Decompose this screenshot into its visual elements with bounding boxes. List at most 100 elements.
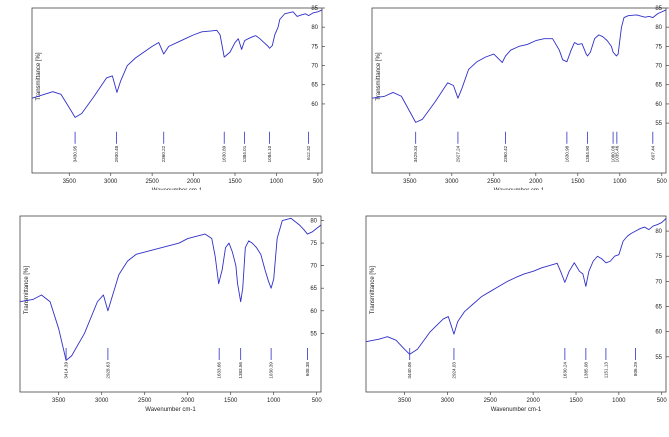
x-axis-label: Wavenumber cm-1 <box>145 407 196 413</box>
x-axis-label: Wavenumber cm-1 <box>494 188 545 190</box>
x-tick-label: 500 <box>313 179 324 185</box>
peak-label: 1084.10 <box>267 145 272 162</box>
ftir-chart-1: 3500 3000 2500 2000 1500 1000 500 60 65 70 75 80 85 W… <box>0 0 332 194</box>
plot-frame <box>365 215 667 393</box>
spectrum-line <box>31 9 323 118</box>
ftir-chart-4: 3500 3000 2500 2000 1500 1000 500 55 60 65 70 75 80 W… <box>334 210 669 432</box>
x-tick-label: 1000 <box>267 398 281 404</box>
plot-frame <box>371 7 667 174</box>
peak-label: 2360.22 <box>161 145 166 162</box>
spectrum-line <box>19 217 322 361</box>
y-tick-label: 60 <box>311 102 318 108</box>
x-tick-label: 3500 <box>403 179 417 185</box>
y-tick-label: 70 <box>310 264 317 270</box>
x-tick-label: 1500 <box>228 179 242 185</box>
x-tick-label: 500 <box>312 398 323 404</box>
y-tick-label: 55 <box>310 331 317 337</box>
peak-label: 607.44 <box>650 145 655 159</box>
x-tick-label: 1000 <box>270 179 284 185</box>
spectrum-line <box>371 9 667 123</box>
y-tick-label: 65 <box>655 83 662 89</box>
peak-label: 1384.90 <box>585 145 590 162</box>
peak-label: 3429.34 <box>413 145 418 162</box>
x-tick-label: 2500 <box>145 179 159 185</box>
y-tick-label: 70 <box>655 279 662 285</box>
y-tick-label: 55 <box>655 121 662 127</box>
y-tick-label: 70 <box>655 64 662 70</box>
x-tick-label: 2000 <box>187 179 201 185</box>
peak-label: 2930.48 <box>114 145 119 162</box>
peak-label: 1385.08 <box>583 362 588 379</box>
x-tick-label: 2500 <box>484 398 498 404</box>
x-tick-label: 2500 <box>487 179 501 185</box>
x-tick-label: 1000 <box>613 179 627 185</box>
peak-label: 2360.42 <box>503 145 508 162</box>
y-tick-label: 75 <box>655 254 662 260</box>
spectrum-line <box>365 218 667 355</box>
x-tick-label: 3000 <box>445 179 459 185</box>
y-axis-label: Transmittance [%] <box>36 52 42 100</box>
y-tick-label: 85 <box>311 6 318 12</box>
y-axis-label: Transmittance [%] <box>376 52 382 100</box>
peak-label: 3414.39 <box>64 362 69 379</box>
chart-svg: 3500 3000 2500 2000 1500 1000 500 55 60 65 70 75 80 W… <box>365 215 669 413</box>
y-tick-label: 60 <box>310 309 317 315</box>
chart-svg: 3500 3000 2500 2000 1500 1000 500 55 60 65 70 75 80 8… <box>371 6 669 194</box>
y-tick-label: 65 <box>310 286 317 292</box>
y-axis-label: Transmittance [%] <box>24 266 30 314</box>
y-tick-label: 70 <box>311 64 318 70</box>
x-tick-label: 3000 <box>104 179 118 185</box>
peak-label: 1035.46 <box>614 145 619 162</box>
x-tick-label: 1000 <box>612 398 626 404</box>
y-tick-label: 75 <box>310 241 317 247</box>
x-tick-label: 3000 <box>95 398 109 404</box>
peak-label: 1633.66 <box>217 362 222 379</box>
ftir-chart-2: 3500 3000 2500 2000 1500 1000 500 55 60 65 70 75 80 8… <box>334 0 669 194</box>
y-axis-label: Transmittance [%] <box>370 266 376 314</box>
x-tick-label: 2500 <box>138 398 152 404</box>
peak-label: 1080.08 <box>611 145 616 162</box>
plot-frame <box>31 7 323 174</box>
x-tick-label: 500 <box>657 179 668 185</box>
peak-label: 3440.06 <box>407 362 412 379</box>
x-tick-label: 3500 <box>63 179 77 185</box>
peak-label: 1030.39 <box>269 362 274 379</box>
peak-label: 608.38 <box>305 362 310 376</box>
y-tick-label: 80 <box>310 219 317 225</box>
y-tick-label: 75 <box>655 44 662 50</box>
peak-label: 612.32 <box>306 145 311 159</box>
x-tick-label: 3000 <box>441 398 455 404</box>
ftir-chart-3: 3500 3000 2500 2000 1500 1000 500 55 60 65 70 75 80 W… <box>0 210 332 432</box>
x-axis-label: Wavenumber cm-1 <box>152 188 203 190</box>
x-tick-label: 2000 <box>529 179 543 185</box>
peak-label: 2927.24 <box>455 145 460 162</box>
peak-label: 2928.63 <box>105 362 110 379</box>
x-tick-label: 1500 <box>224 398 238 404</box>
y-tick-label: 75 <box>311 44 318 50</box>
peak-label: 806.29 <box>633 362 638 376</box>
peak-label: 1630.24 <box>562 362 567 379</box>
y-tick-label: 65 <box>655 305 662 311</box>
y-tick-label: 60 <box>655 330 662 336</box>
y-tick-label: 80 <box>655 25 662 31</box>
x-tick-label: 500 <box>657 398 668 404</box>
peak-label: 1151.13 <box>603 362 608 379</box>
plot-frame <box>19 215 322 393</box>
x-tick-label: 3500 <box>398 398 412 404</box>
y-tick-label: 80 <box>655 229 662 235</box>
x-tick-label: 1500 <box>571 179 585 185</box>
peak-label: 2924.03 <box>451 362 456 379</box>
x-tick-label: 1500 <box>569 398 583 404</box>
x-tick-label: 2000 <box>526 398 540 404</box>
x-tick-label: 3500 <box>52 398 66 404</box>
y-tick-label: 65 <box>311 83 318 89</box>
peak-label: 1384.01 <box>242 145 247 162</box>
peak-label: 1630.89 <box>222 145 227 162</box>
y-tick-label: 60 <box>655 102 662 108</box>
peak-label: 3430.95 <box>73 145 78 162</box>
y-tick-label: 85 <box>655 6 662 12</box>
chart-svg: 3500 3000 2500 2000 1500 1000 500 55 60 65 70 75 80 W… <box>19 215 324 413</box>
chart-svg: 3500 3000 2500 2000 1500 1000 500 60 65 70 75 80 85 W… <box>31 6 325 194</box>
x-tick-label: 2000 <box>181 398 195 404</box>
x-axis-label: Wavenumber cm-1 <box>491 407 542 413</box>
